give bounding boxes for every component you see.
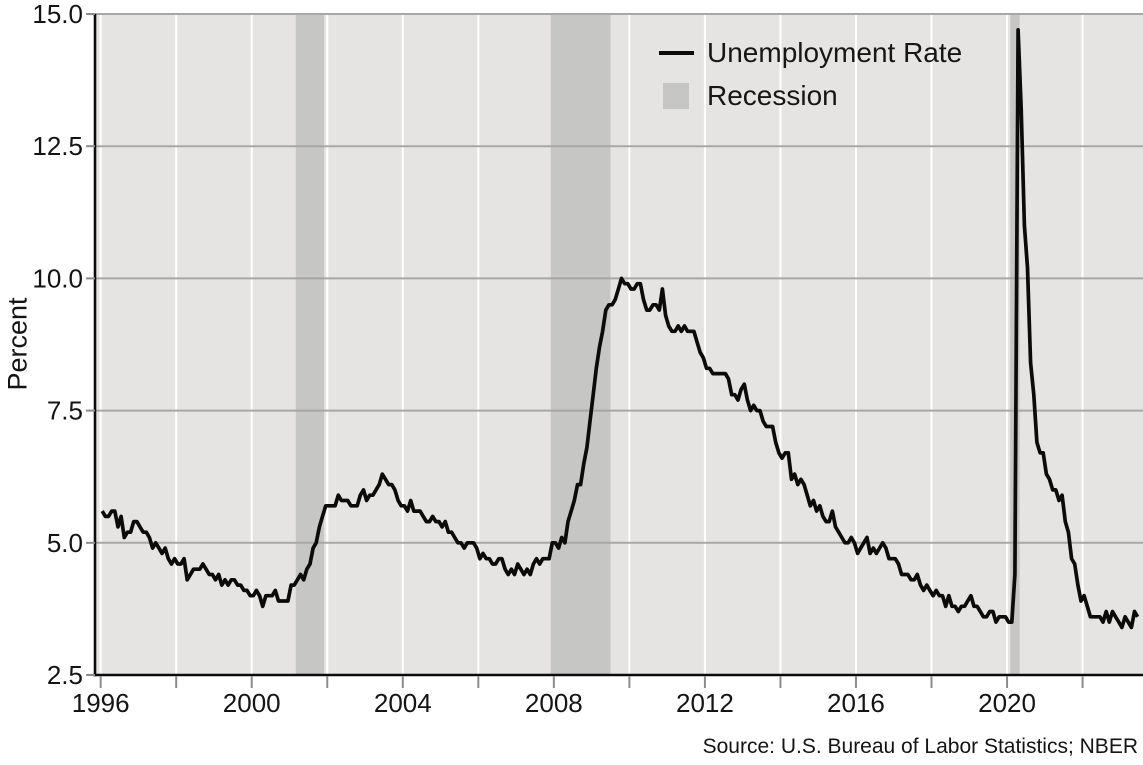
legend-patch-swatch [658,82,694,109]
legend-item-recession: Recession [658,74,962,117]
x-tick-label: 2008 [525,688,583,718]
y-tick-label: 15.0 [32,0,83,29]
x-tick-label: 2012 [676,688,734,718]
legend-line-swatch [658,50,694,55]
y-axis-title: Percent [2,297,33,391]
y-tick-label: 2.5 [47,660,83,690]
plot-background [95,14,1143,675]
patch-swatch-icon [663,82,689,109]
y-tick-label: 10.0 [32,263,83,293]
unemployment-rate-line [100,28,1140,630]
y-tick-label: 5.0 [47,528,83,558]
legend-item-unemployment-rate: Unemployment Rate [658,31,962,74]
x-tick-label: 2004 [374,688,432,718]
y-tick-label: 7.5 [47,396,83,426]
legend-label-recession: Recession [707,79,838,111]
legend: Unemployment Rate Recession [658,31,962,117]
legend-label-unemployment-rate: Unemployment Rate [707,36,963,68]
x-tick-label: 2016 [827,688,885,718]
source-note: Source: U.S. Bureau of Labor Statistics;… [702,735,1138,758]
x-tick-label: 2020 [978,688,1036,718]
y-tick-label: 12.5 [32,131,83,161]
x-tick-label: 2000 [223,688,281,718]
line-swatch-icon [658,50,694,55]
x-tick-label: 1996 [72,688,130,718]
